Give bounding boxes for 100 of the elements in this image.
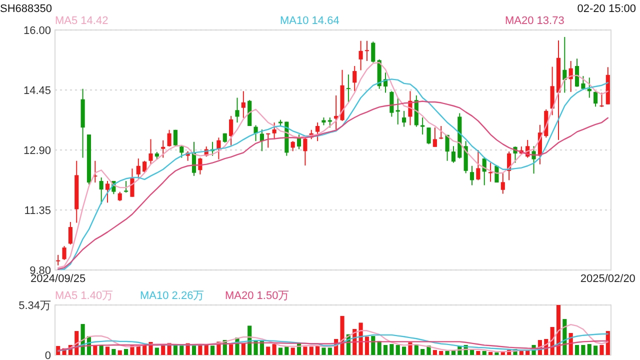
bar	[272, 344, 276, 355]
candlestick	[148, 138, 153, 165]
candlestick	[68, 222, 72, 245]
y-tick-label: 0	[44, 350, 51, 360]
candlestick	[439, 126, 444, 140]
candlestick	[136, 158, 140, 180]
bar	[284, 346, 289, 355]
bar	[594, 346, 598, 355]
bar	[340, 316, 344, 355]
candlestick	[235, 97, 240, 124]
candlestick	[316, 122, 320, 142]
bar	[390, 344, 394, 355]
bar	[494, 352, 499, 355]
candlestick	[364, 40, 370, 62]
bar	[581, 344, 586, 355]
text: 02-20 15:00	[577, 3, 636, 15]
candlestick	[532, 146, 536, 174]
y-tick-label: 12.90	[23, 145, 51, 157]
bar	[432, 350, 437, 355]
y-tick-label: 11.35	[24, 205, 51, 217]
bar	[482, 350, 486, 355]
candlestick	[476, 150, 480, 181]
bar	[439, 350, 444, 355]
bar	[383, 344, 388, 355]
y-tick-label: 14.45	[23, 85, 51, 97]
bar	[241, 343, 246, 355]
candlestick	[254, 124, 258, 142]
candlestick	[180, 144, 184, 158]
text: MA20 13.73	[505, 15, 564, 27]
candlestick	[390, 90, 394, 118]
bar	[192, 346, 196, 355]
candlestick	[574, 58, 580, 88]
candlestick	[161, 140, 166, 158]
candlestick	[432, 127, 437, 148]
bar	[180, 346, 184, 355]
bar	[309, 346, 314, 355]
candlestick	[130, 168, 134, 198]
candlestick	[420, 116, 425, 136]
candlestick	[272, 122, 276, 140]
bar	[303, 346, 308, 355]
candlestick	[352, 66, 357, 92]
bar	[371, 336, 376, 355]
candlestick	[142, 160, 147, 174]
y-tick-label: 5.34万	[18, 300, 51, 312]
bar	[587, 344, 592, 355]
bar	[118, 350, 122, 355]
candlestick	[105, 180, 110, 204]
candlestick	[290, 140, 295, 152]
text: MA5 14.42	[55, 15, 108, 27]
candlestick	[500, 172, 505, 194]
x-tick-label: 2025/02/20	[580, 273, 636, 285]
candlestick	[124, 180, 128, 194]
candlestick	[56, 254, 60, 266]
bar	[161, 344, 166, 355]
candlestick	[451, 146, 456, 164]
bar	[105, 346, 110, 355]
candlestick	[402, 110, 406, 128]
candlestick	[167, 129, 172, 148]
bar	[402, 346, 406, 355]
candlestick	[594, 90, 598, 108]
bar	[198, 344, 202, 355]
bar	[574, 344, 580, 355]
candlestick	[426, 127, 431, 145]
bar	[173, 344, 178, 355]
bar	[154, 348, 159, 355]
bar	[606, 331, 610, 355]
bar	[229, 344, 234, 355]
bar	[364, 336, 370, 355]
candlestick	[118, 191, 122, 202]
candlestick	[303, 137, 308, 166]
bar	[266, 346, 270, 355]
text: MA5 1.40万	[55, 290, 114, 302]
candlestick	[328, 116, 332, 128]
bar	[488, 352, 493, 355]
y-tick-label: 16.00	[23, 25, 51, 37]
bar	[322, 348, 326, 355]
candlestick	[99, 176, 104, 205]
candlestick	[371, 41, 376, 64]
candlestick	[260, 128, 264, 152]
bar	[476, 350, 480, 355]
line-series	[57, 340, 609, 351]
candlestick	[358, 40, 363, 71]
bar	[124, 349, 128, 355]
bar	[445, 350, 450, 355]
candlestick	[346, 74, 350, 102]
bar	[112, 349, 116, 355]
candlestick	[62, 246, 66, 260]
candlestick	[396, 97, 400, 125]
bar	[290, 348, 295, 355]
candlestick	[241, 90, 246, 118]
x-tick-label: 2024/09/25	[30, 273, 86, 285]
text: MA20 1.50万	[225, 290, 290, 302]
bar	[519, 350, 524, 355]
candlestick	[266, 132, 270, 148]
candlestick	[550, 66, 554, 116]
candlestick	[229, 115, 234, 146]
bar	[210, 346, 215, 355]
bar	[142, 344, 147, 355]
text: MA10 14.64	[280, 15, 340, 27]
candlestick	[470, 165, 474, 186]
